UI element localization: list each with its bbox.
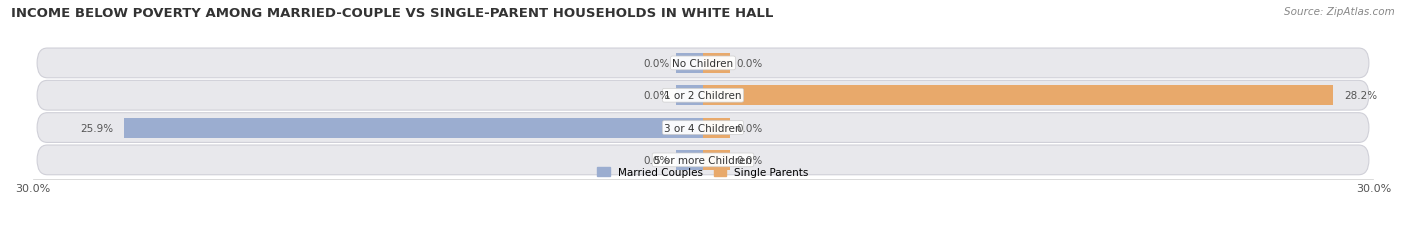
- Text: 0.0%: 0.0%: [737, 123, 763, 133]
- Bar: [703, 118, 730, 138]
- FancyBboxPatch shape: [37, 145, 1369, 175]
- Bar: [703, 86, 1333, 106]
- Legend: Married Couples, Single Parents: Married Couples, Single Parents: [595, 164, 811, 180]
- Text: 28.2%: 28.2%: [1344, 91, 1378, 101]
- Bar: [703, 150, 730, 170]
- Text: 5 or more Children: 5 or more Children: [654, 155, 752, 165]
- Bar: [676, 86, 703, 106]
- Text: Source: ZipAtlas.com: Source: ZipAtlas.com: [1284, 7, 1395, 17]
- Text: 0.0%: 0.0%: [643, 155, 669, 165]
- Text: 1 or 2 Children: 1 or 2 Children: [664, 91, 742, 101]
- Text: 0.0%: 0.0%: [737, 155, 763, 165]
- Bar: [676, 150, 703, 170]
- FancyBboxPatch shape: [37, 113, 1369, 143]
- Text: INCOME BELOW POVERTY AMONG MARRIED-COUPLE VS SINGLE-PARENT HOUSEHOLDS IN WHITE H: INCOME BELOW POVERTY AMONG MARRIED-COUPL…: [11, 7, 773, 20]
- Text: 0.0%: 0.0%: [737, 59, 763, 69]
- Bar: [124, 118, 703, 138]
- Text: 3 or 4 Children: 3 or 4 Children: [664, 123, 742, 133]
- FancyBboxPatch shape: [37, 49, 1369, 79]
- Text: 0.0%: 0.0%: [643, 91, 669, 101]
- Text: 25.9%: 25.9%: [80, 123, 112, 133]
- Text: 0.0%: 0.0%: [643, 59, 669, 69]
- Bar: [703, 54, 730, 74]
- Bar: [676, 54, 703, 74]
- FancyBboxPatch shape: [37, 81, 1369, 111]
- Text: No Children: No Children: [672, 59, 734, 69]
